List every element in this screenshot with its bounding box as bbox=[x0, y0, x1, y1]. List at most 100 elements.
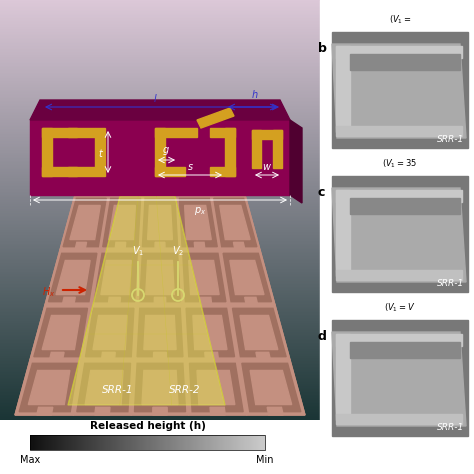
Polygon shape bbox=[179, 198, 217, 246]
Bar bbox=[106, 435, 108, 450]
Polygon shape bbox=[220, 250, 275, 305]
Bar bbox=[0, 336, 320, 337]
Bar bbox=[139, 435, 140, 450]
Bar bbox=[133, 435, 135, 450]
Bar bbox=[0, 290, 320, 291]
Bar bbox=[42, 435, 43, 450]
Bar bbox=[232, 435, 233, 450]
Bar bbox=[0, 367, 320, 368]
Bar bbox=[0, 259, 320, 260]
Bar bbox=[0, 409, 320, 410]
Bar bbox=[73, 435, 74, 450]
Bar bbox=[0, 150, 320, 151]
Polygon shape bbox=[37, 407, 53, 415]
Bar bbox=[63, 435, 64, 450]
Bar bbox=[247, 435, 248, 450]
Polygon shape bbox=[70, 205, 100, 239]
Bar bbox=[95, 435, 96, 450]
Polygon shape bbox=[134, 305, 186, 360]
Bar bbox=[0, 248, 320, 249]
Bar bbox=[185, 435, 186, 450]
Bar bbox=[0, 22, 320, 24]
Bar bbox=[158, 435, 159, 450]
Bar bbox=[0, 47, 320, 49]
Bar bbox=[49, 435, 50, 450]
Bar bbox=[127, 435, 128, 450]
Bar bbox=[0, 14, 320, 15]
Polygon shape bbox=[332, 44, 466, 138]
Bar bbox=[0, 368, 320, 370]
Bar bbox=[0, 110, 320, 112]
Bar bbox=[210, 435, 211, 450]
Bar bbox=[0, 17, 320, 18]
Bar bbox=[0, 146, 320, 147]
Text: Released height (h): Released height (h) bbox=[90, 421, 205, 431]
Bar bbox=[35, 435, 36, 450]
Bar bbox=[42, 128, 52, 176]
Bar bbox=[0, 347, 320, 348]
Bar bbox=[252, 130, 282, 139]
Bar bbox=[0, 227, 320, 228]
Bar bbox=[228, 435, 230, 450]
Bar bbox=[0, 244, 320, 245]
Bar bbox=[0, 13, 320, 14]
Bar bbox=[0, 4, 320, 6]
Bar bbox=[240, 435, 241, 450]
Bar bbox=[0, 322, 320, 323]
Bar bbox=[0, 53, 320, 55]
Bar bbox=[0, 126, 320, 128]
Bar bbox=[0, 392, 320, 393]
Bar bbox=[0, 176, 320, 178]
Bar bbox=[155, 128, 165, 176]
Bar bbox=[39, 435, 41, 450]
Bar bbox=[0, 319, 320, 320]
Bar bbox=[226, 435, 228, 450]
Bar bbox=[0, 348, 320, 350]
Polygon shape bbox=[200, 297, 212, 305]
Bar bbox=[0, 41, 320, 42]
Bar bbox=[0, 284, 320, 286]
Bar bbox=[0, 59, 320, 60]
Bar bbox=[61, 435, 62, 450]
Bar bbox=[199, 435, 201, 450]
Bar bbox=[182, 435, 183, 450]
Bar bbox=[217, 435, 218, 450]
Bar bbox=[0, 241, 320, 242]
Polygon shape bbox=[15, 360, 82, 415]
Bar bbox=[0, 75, 320, 77]
Polygon shape bbox=[146, 260, 174, 294]
Bar bbox=[0, 270, 320, 272]
Bar bbox=[263, 435, 264, 450]
Bar bbox=[0, 266, 320, 267]
Bar bbox=[0, 173, 320, 175]
Bar bbox=[262, 435, 263, 450]
Bar bbox=[0, 104, 320, 105]
Bar bbox=[225, 128, 235, 176]
Bar bbox=[0, 6, 320, 7]
Polygon shape bbox=[190, 363, 243, 412]
Bar bbox=[0, 329, 320, 330]
Bar bbox=[0, 74, 320, 75]
Bar bbox=[30, 435, 265, 450]
Bar bbox=[0, 11, 320, 13]
Bar bbox=[131, 435, 132, 450]
Bar bbox=[0, 38, 320, 39]
Bar bbox=[208, 435, 209, 450]
Bar bbox=[144, 435, 145, 450]
Bar bbox=[181, 435, 182, 450]
Polygon shape bbox=[242, 363, 301, 412]
Bar bbox=[0, 251, 320, 252]
Bar bbox=[0, 308, 320, 310]
Bar bbox=[223, 435, 224, 450]
Bar bbox=[0, 254, 320, 255]
Bar bbox=[79, 435, 81, 450]
Bar bbox=[0, 55, 320, 56]
Bar bbox=[142, 435, 143, 450]
Bar bbox=[132, 435, 133, 450]
Polygon shape bbox=[267, 407, 283, 415]
Bar bbox=[151, 435, 152, 450]
Polygon shape bbox=[30, 305, 91, 360]
Bar bbox=[117, 435, 118, 450]
Bar bbox=[0, 119, 320, 120]
Text: $H_x$: $H_x$ bbox=[42, 285, 55, 299]
